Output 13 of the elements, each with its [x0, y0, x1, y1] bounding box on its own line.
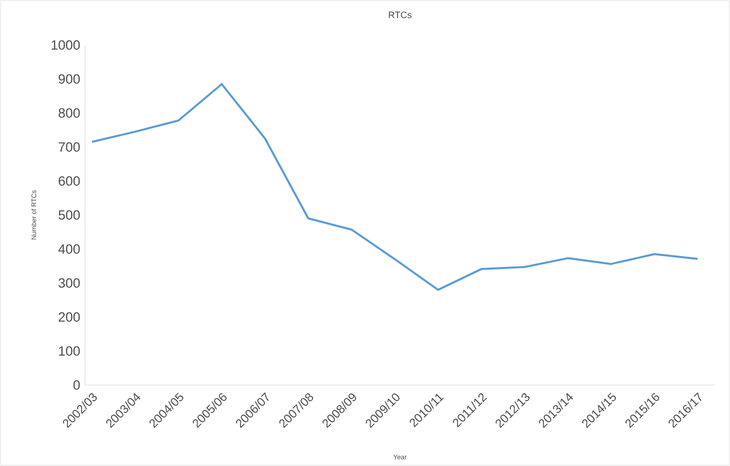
- y-tick-label: 200: [58, 312, 80, 322]
- chart-title: RTCs: [388, 12, 412, 18]
- y-tick-label: 600: [58, 176, 80, 186]
- line-series: [90, 83, 699, 291]
- y-tick-label: 100: [59, 346, 80, 356]
- y-tick-label: 400: [58, 244, 80, 254]
- y-tick-label: 300: [58, 278, 80, 288]
- y-tick-label: 0: [73, 380, 80, 390]
- y-tick-label: 1000: [52, 40, 80, 50]
- y-tick-label: 800: [58, 108, 80, 118]
- y-tick-label: 900: [58, 74, 80, 84]
- y-tick-label: 700: [58, 142, 80, 152]
- y-tick-label: 500: [58, 210, 80, 220]
